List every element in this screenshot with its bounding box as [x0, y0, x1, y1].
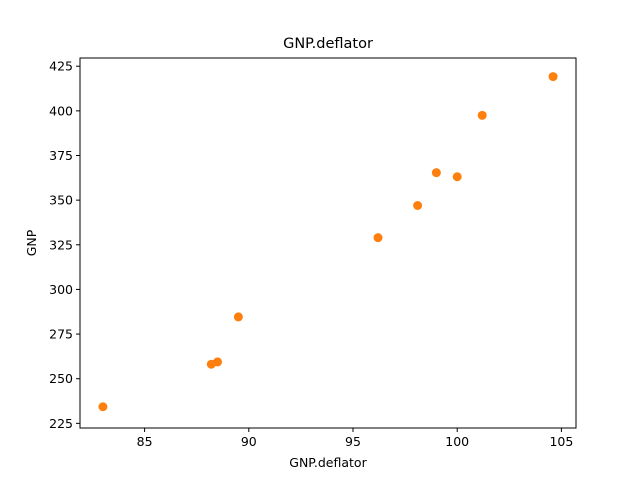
y-axis: 225 250 275 300 325 350 375 400 425 — [49, 59, 80, 431]
x-tick-label: 100 — [445, 434, 469, 449]
data-points — [98, 72, 558, 412]
x-tick-label: 90 — [241, 434, 257, 449]
data-point — [431, 168, 441, 178]
y-tick-label: 425 — [49, 59, 73, 74]
chart-title: GNP.deflator — [283, 36, 373, 52]
y-tick-label: 325 — [49, 237, 73, 252]
data-point — [452, 172, 462, 182]
y-tick-label: 375 — [49, 148, 73, 163]
y-tick-label: 250 — [49, 371, 73, 386]
y-tick-label: 400 — [49, 103, 73, 118]
data-point — [206, 359, 216, 369]
x-tick-label: 95 — [345, 434, 361, 449]
x-axis: 85 90 95 100 105 — [137, 428, 573, 449]
y-tick-label: 225 — [49, 416, 73, 431]
data-point — [373, 233, 383, 243]
x-tick-label: 105 — [549, 434, 573, 449]
data-point — [98, 402, 108, 412]
y-tick-label: 350 — [49, 193, 73, 208]
y-tick-label: 275 — [49, 327, 73, 342]
y-axis-label: GNP — [24, 229, 39, 256]
data-point — [477, 110, 487, 120]
y-tick-label: 300 — [49, 282, 73, 297]
x-axis-label: GNP.deflator — [289, 455, 367, 470]
data-point — [233, 312, 243, 322]
x-tick-label: 85 — [137, 434, 153, 449]
data-point — [413, 201, 423, 210]
data-point — [548, 72, 558, 82]
plot-area — [79, 57, 577, 429]
